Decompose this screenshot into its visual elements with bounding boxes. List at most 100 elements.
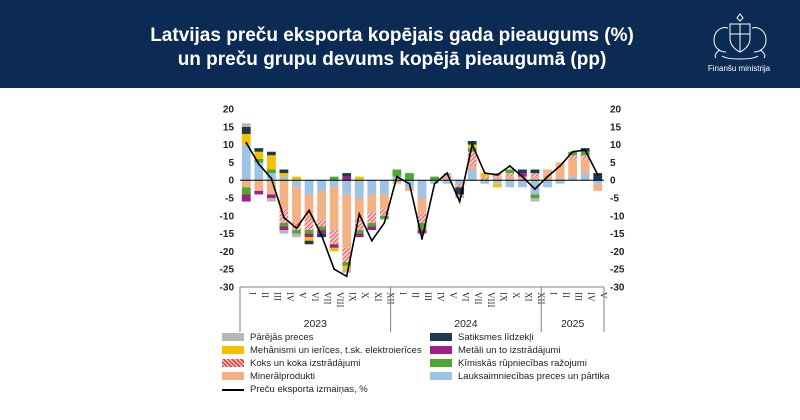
bar-segment-s0-c7	[329, 180, 339, 188]
bar-segment-s5-c7	[329, 247, 339, 252]
bar-segment-s0-c19	[480, 180, 490, 184]
bar-segment-s2-c8	[342, 247, 352, 263]
bar-segment-s2-c4	[292, 222, 301, 231]
bar-segment-s2-c14	[417, 212, 427, 223]
y-tick-label-left: -5	[225, 194, 234, 205]
bar-segment-s3-c9	[354, 230, 364, 234]
bar-segment-s3-c27	[580, 151, 590, 156]
export-change-point	[471, 143, 474, 146]
export-change-point	[320, 234, 323, 237]
bar-segment-s2-c5	[304, 215, 314, 231]
bar-segment-s1-c5	[304, 194, 314, 216]
bar-segment-s7-c8	[342, 269, 352, 273]
legend-swatch-line	[222, 389, 244, 391]
bar-segment-s1-c6	[317, 190, 326, 220]
bar-segment-s4-c6	[317, 230, 326, 234]
bar-segment-s2-c6	[317, 219, 326, 227]
bar-segment-s6-c5	[304, 240, 314, 245]
export-change-point	[534, 188, 536, 190]
bar-segment-s3-c5	[304, 230, 314, 234]
bar-segment-s0-c18	[467, 169, 477, 181]
bar-segment-s3-c11	[379, 215, 389, 220]
bar-segment-s1-c23	[530, 176, 540, 181]
bar-segment-s1-c28	[593, 183, 603, 191]
bar-segment-s5-c0	[241, 133, 251, 145]
bar-segment-s0-c23	[530, 180, 540, 195]
bar-segment-s5-c4	[292, 176, 301, 181]
x-tick-label: VIII	[486, 292, 496, 308]
export-change-point	[446, 172, 448, 174]
export-change-point	[370, 239, 373, 242]
bar-segment-s2-c21	[505, 173, 515, 177]
x-tick-label: IX	[498, 292, 508, 302]
legend-label: Minerālprodukti	[250, 371, 315, 382]
y-tick-label-left: 10	[223, 140, 235, 151]
bar-segment-s1-c9	[354, 198, 364, 220]
x-tick-label: III	[423, 292, 433, 301]
bar-segment-s6-c2	[266, 151, 276, 156]
y-tick-label-right: 15	[610, 122, 622, 133]
bar-segment-s5-c2	[266, 155, 276, 170]
x-tick-label: VIII	[335, 292, 345, 308]
x-tick-label: III	[574, 292, 584, 301]
x-tick-label: VI	[310, 292, 320, 302]
y-tick-label-right: 0	[610, 176, 616, 187]
bar-segment-s3-c26	[568, 151, 578, 156]
export-change-point	[571, 150, 574, 153]
bar-segment-s5-c5	[304, 237, 314, 241]
bar-segment-s2-c11	[379, 208, 389, 216]
bar-segment-s4-c5	[304, 233, 314, 238]
bar-segment-s5-c19	[480, 173, 490, 177]
bar-segment-s1-c22	[518, 176, 527, 181]
export-change-point	[270, 177, 273, 180]
x-tick-label: IX	[348, 292, 358, 302]
export-change-point	[396, 175, 398, 178]
y-tick-label-right: -20	[610, 247, 625, 258]
y-tick-label-left: 20	[223, 105, 235, 116]
bar-segment-s1-c2	[266, 180, 276, 195]
bar-segment-s0-c16	[442, 180, 452, 184]
legend-swatch	[222, 372, 244, 380]
bar-segment-s0-c6	[317, 180, 326, 191]
ministry-logo-label: Finanšu ministrija	[707, 64, 771, 73]
bar-segment-s1-c1	[254, 180, 264, 191]
x-tick-label: XI	[523, 292, 533, 302]
bar-segment-s0-c2	[266, 173, 276, 181]
y-tick-label-right: -15	[610, 229, 625, 240]
bar-segment-s3-c14	[417, 222, 427, 231]
legend-swatch	[430, 333, 452, 341]
bar-segment-s3-c6	[317, 226, 326, 231]
bar-segment-s1-c4	[292, 187, 301, 223]
bar-segment-s0-c25	[555, 180, 565, 184]
y-tick-label-left: -10	[220, 211, 235, 222]
x-tick-label: V	[297, 292, 307, 299]
year-label: 2023	[304, 318, 328, 330]
y-tick-label-left: -25	[220, 265, 235, 276]
bar-segment-s0-c0	[241, 144, 251, 181]
year-label: 2024	[454, 318, 478, 330]
export-change-point	[295, 227, 298, 230]
bar-segment-s1-c16	[442, 176, 452, 181]
bar-segment-s6-c23	[530, 169, 540, 174]
legend-swatch	[430, 359, 452, 367]
bar-segment-s2-c10	[367, 212, 377, 223]
bar-segment-s7-c23	[530, 198, 540, 202]
header-banner	[0, 0, 800, 88]
export-change-point	[433, 182, 436, 185]
bar-segment-s3-c21	[505, 169, 515, 174]
legend-swatch	[430, 346, 452, 354]
export-change-point	[559, 165, 561, 167]
bar-segment-s4-c14	[417, 230, 427, 234]
bar-segment-s2-c17	[455, 183, 465, 188]
bar-segment-s4-c7	[329, 244, 339, 248]
export-change-point	[521, 175, 524, 178]
export-change-point	[458, 200, 461, 203]
bar-segment-s0-c17	[455, 180, 465, 184]
x-tick-label: VI	[461, 292, 471, 302]
bar-segment-s4-c10	[367, 226, 377, 231]
x-tick-label: III	[272, 292, 282, 301]
bar-segment-s6-c1	[254, 148, 264, 152]
export-change-point	[408, 182, 411, 185]
bar-segment-s0-c26	[568, 176, 578, 181]
bar-segment-s0-c8	[342, 180, 352, 195]
